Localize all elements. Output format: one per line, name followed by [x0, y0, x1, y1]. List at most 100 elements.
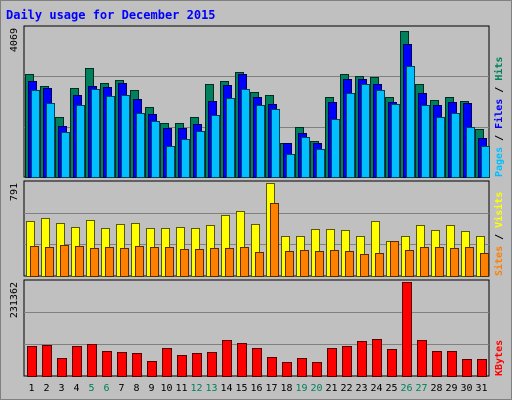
x-tick-label-day-31: 31: [475, 383, 487, 394]
bar-pages-day-1: [31, 90, 40, 178]
legend-separator: /: [494, 81, 505, 99]
bar-sites-day-13: [210, 248, 219, 277]
x-tick-label-day-17: 17: [265, 383, 277, 394]
x-tick-label-day-1: 1: [28, 383, 34, 394]
bar-sites-day-9: [150, 247, 159, 277]
bar-sites-day-19: [300, 250, 309, 277]
bar-pages-day-2: [46, 103, 55, 178]
bar-kbytes-day-13: [207, 352, 217, 377]
right-legend: Sites / Visits: [493, 192, 505, 276]
bar-pages-day-27: [421, 105, 430, 178]
bar-kbytes-day-20: [312, 362, 322, 377]
bar-kbytes-day-25: [387, 349, 397, 377]
bar-pages-day-29: [451, 113, 460, 178]
right-legend: Pages / Files / Hits: [493, 57, 505, 177]
x-tick-label-day-27: 27: [415, 383, 427, 394]
x-tick-label-day-18: 18: [280, 383, 292, 394]
legend-visits: Visits: [493, 192, 505, 228]
bar-pages-day-12: [196, 131, 205, 178]
bar-pages-day-9: [151, 121, 160, 178]
bar-sites-day-18: [285, 251, 294, 277]
bar-kbytes-day-3: [57, 358, 67, 377]
bar-pages-day-17: [271, 109, 280, 178]
bar-pages-day-8: [136, 113, 145, 178]
bar-sites-day-20: [315, 251, 324, 277]
bar-pages-day-5: [91, 89, 100, 178]
x-tick-label-day-6: 6: [103, 383, 109, 394]
bar-kbytes-day-11: [177, 355, 187, 377]
bar-pages-day-18: [286, 154, 295, 178]
bar-kbytes-day-22: [342, 346, 352, 377]
bar-pages-day-23: [361, 84, 370, 178]
x-tick-label-day-23: 23: [355, 383, 367, 394]
bar-sites-day-30: [465, 247, 474, 277]
bar-pages-day-11: [181, 139, 190, 178]
bar-pages-day-22: [346, 93, 355, 178]
x-tick-label-day-20: 20: [310, 383, 322, 394]
bar-kbytes-day-17: [267, 357, 277, 377]
bar-sites-day-12: [195, 249, 204, 277]
x-tick-label-day-19: 19: [295, 383, 307, 394]
bar-kbytes-day-23: [357, 341, 367, 377]
x-tick-label-day-12: 12: [190, 383, 202, 394]
bar-sites-day-1: [30, 246, 39, 277]
bar-sites-day-16: [255, 252, 264, 277]
bar-kbytes-day-12: [192, 353, 202, 377]
bar-sites-day-31: [480, 253, 489, 277]
bar-sites-day-29: [450, 248, 459, 277]
bar-pages-day-13: [211, 115, 220, 178]
legend-kbytes: KBytes: [494, 340, 505, 376]
bar-sites-day-15: [240, 247, 249, 277]
bar-pages-day-10: [166, 146, 175, 178]
bar-sites-day-10: [165, 247, 174, 277]
bar-pages-day-16: [256, 105, 265, 178]
panel-visits_sites: 791 Sites / Visits: [9, 180, 505, 277]
bar-sites-day-28: [435, 247, 444, 277]
bar-kbytes-day-24: [372, 339, 382, 377]
y-max-label: 791: [9, 183, 20, 201]
bar-pages-day-21: [331, 119, 340, 178]
bar-pages-day-4: [76, 105, 85, 178]
x-tick-label-day-14: 14: [220, 383, 232, 394]
bar-sites-day-7: [120, 248, 129, 277]
bar-pages-day-20: [316, 149, 325, 178]
bar-sites-day-17: [270, 203, 279, 277]
x-tick-label-day-16: 16: [250, 383, 262, 394]
x-tick-label-day-30: 30: [460, 383, 472, 394]
bar-sites-day-3: [60, 245, 69, 277]
bar-sites-day-8: [135, 246, 144, 277]
bar-pages-day-28: [436, 117, 445, 178]
bar-kbytes-day-29: [447, 351, 457, 377]
bar-kbytes-day-2: [42, 345, 52, 377]
panel-hits_files_pages: 4069 Pages / Files / Hits: [9, 25, 505, 178]
x-tick-label-day-2: 2: [43, 383, 49, 394]
bar-sites-day-6: [105, 247, 114, 277]
bar-kbytes-day-21: [327, 348, 337, 377]
bar-kbytes-day-14: [222, 340, 232, 377]
bar-kbytes-day-5: [87, 344, 97, 377]
legend-sites: Sites: [493, 246, 505, 276]
bar-kbytes-day-30: [462, 359, 472, 377]
bar-sites-day-14: [225, 248, 234, 277]
bar-kbytes-day-16: [252, 348, 262, 377]
bar-pages-day-3: [61, 132, 70, 178]
bar-kbytes-day-27: [417, 340, 427, 377]
bar-pages-day-30: [466, 127, 475, 178]
x-tick-label-day-8: 8: [133, 383, 139, 394]
bar-sites-day-22: [345, 251, 354, 277]
bar-kbytes-day-7: [117, 352, 127, 377]
right-legend: KBytes: [494, 340, 505, 376]
bar-pages-day-6: [106, 96, 115, 178]
bar-pages-day-31: [481, 146, 490, 178]
x-tick-label-day-10: 10: [160, 383, 172, 394]
bar-sites-day-24: [375, 253, 384, 277]
bar-pages-day-25: [391, 104, 400, 178]
bar-sites-day-2: [45, 247, 54, 277]
bar-sites-day-11: [180, 249, 189, 277]
bar-sites-day-4: [75, 246, 84, 277]
x-tick-label-day-28: 28: [430, 383, 442, 394]
x-tick-label-day-24: 24: [370, 383, 382, 394]
panel-kbytes: 231362 KBytes: [9, 279, 505, 377]
legend-separator: /: [494, 228, 505, 246]
